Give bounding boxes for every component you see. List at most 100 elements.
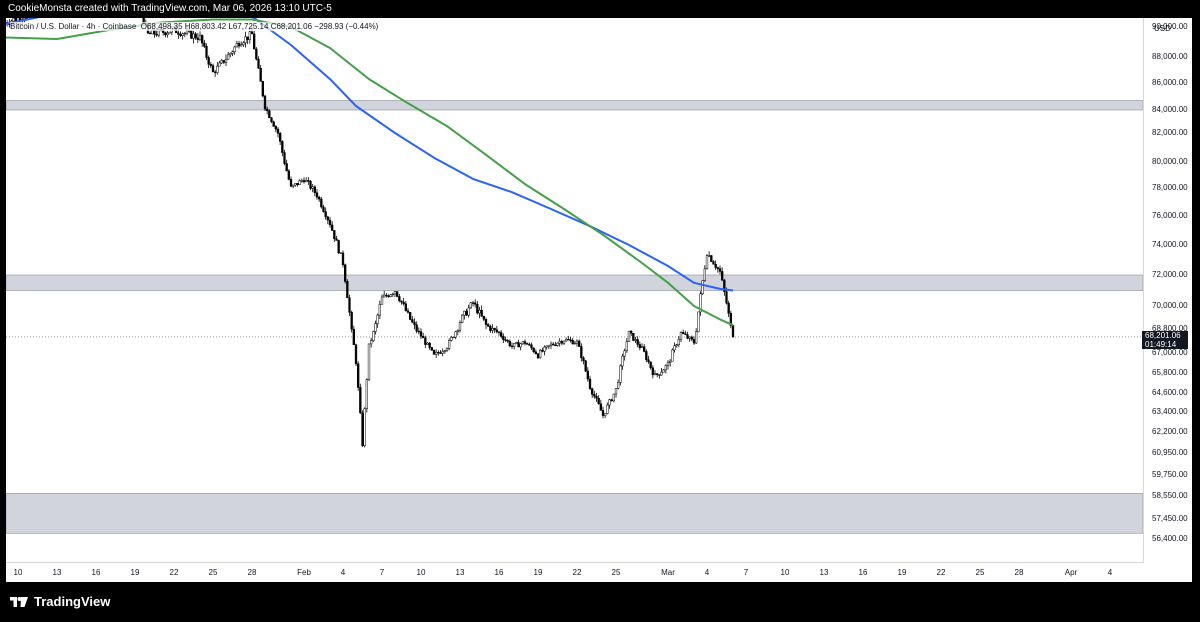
candle-body [653, 373, 657, 376]
candle-body [307, 180, 310, 182]
legend-close: C68,201.06 [270, 22, 313, 31]
candle-body [322, 206, 325, 212]
plot-area[interactable]: Bitcoin / U.S. Dollar · 4h · Coinbase O6… [6, 18, 1144, 563]
sr-zone-1 [6, 274, 1143, 291]
candle-body [606, 404, 609, 414]
candle [679, 331, 683, 343]
candle-body [268, 110, 271, 118]
candle-body [454, 331, 457, 338]
candle [643, 344, 646, 353]
candle-body [348, 297, 351, 313]
candle-body [643, 346, 646, 352]
candle-body [575, 340, 579, 344]
candle [662, 369, 665, 373]
candle-body [192, 33, 195, 39]
candle [493, 327, 496, 333]
candle [419, 328, 423, 339]
candle-body [339, 252, 342, 254]
candle-body [718, 268, 722, 272]
candle [400, 300, 403, 305]
candle [660, 368, 663, 376]
x-tick-label: 4 [340, 568, 346, 577]
candle [575, 339, 579, 347]
candle-body [413, 321, 416, 326]
candle [500, 330, 503, 339]
candle-body [224, 59, 228, 63]
candle-body [430, 347, 433, 351]
x-tick-label: 16 [91, 568, 101, 577]
legend-open: O68,498.35 [140, 22, 183, 31]
candle-body [547, 345, 550, 347]
candle-body [168, 31, 171, 34]
candle-body [456, 329, 459, 333]
candle [580, 343, 583, 362]
candle [729, 310, 732, 329]
candle [474, 299, 477, 308]
candle [701, 280, 704, 295]
candle [333, 230, 336, 242]
candle [617, 379, 620, 390]
candle-body [357, 363, 360, 388]
candle [324, 207, 327, 220]
candle-body [274, 126, 277, 130]
candle-body [389, 294, 392, 297]
candle-body [242, 42, 245, 45]
time-axis[interactable]: 10 13 16 19 22 25 28 Feb 4 7 10 13 16 19 22 25 Mar 4 7 10 13… [6, 563, 1144, 582]
candle-body [467, 307, 470, 316]
candle [378, 300, 381, 320]
candle [346, 279, 349, 299]
price-axis[interactable]: USD 90,000.00 88,000.00 86,000.00 84,000.00… [1144, 18, 1192, 563]
candle [242, 41, 245, 48]
candle-body [519, 343, 522, 348]
candle [361, 410, 364, 447]
last-price-value: 68,201.06 [1145, 330, 1181, 340]
candle-body [378, 304, 381, 316]
candle-body [177, 32, 180, 35]
legend-symbol: Bitcoin / U.S. Dollar [10, 22, 80, 31]
candle-body [203, 42, 206, 47]
candle-body [424, 337, 427, 345]
candle-body [729, 313, 732, 326]
tradingview-logo-icon [10, 597, 28, 607]
candle-body [419, 331, 423, 337]
candle-body [233, 46, 236, 53]
candle [556, 342, 559, 347]
y-tick-label: 76,000.00 [1152, 211, 1188, 220]
candle-body [532, 347, 535, 353]
candle-body [489, 325, 492, 331]
candle [253, 30, 256, 50]
candle-body [309, 181, 312, 189]
candle-body [432, 349, 436, 355]
price-chart[interactable] [6, 18, 1144, 563]
candle-body [398, 296, 401, 302]
candle-body [630, 330, 633, 334]
candle [727, 300, 730, 318]
candle-body [552, 343, 555, 346]
candle-body [376, 314, 379, 324]
candle [671, 348, 674, 362]
candle [623, 348, 626, 361]
candle-body [452, 336, 455, 339]
x-tick-label: 28 [247, 568, 257, 577]
candle-body [443, 350, 446, 352]
candle-body [315, 192, 319, 198]
candle-body [478, 309, 481, 314]
candle [298, 179, 301, 186]
candle-body [595, 396, 598, 399]
candle-body [333, 230, 336, 239]
candle-body [640, 346, 644, 348]
candle [710, 254, 713, 263]
candle-body [263, 95, 267, 110]
candle-body [437, 352, 440, 354]
candle-body [318, 196, 321, 200]
candle-body [287, 170, 290, 180]
candle-body [471, 302, 475, 304]
candle-body [185, 30, 189, 34]
candle-body [705, 255, 709, 270]
candle-body [426, 342, 429, 345]
candle [328, 216, 332, 228]
x-tick-label: 13 [455, 568, 465, 577]
candle-body [383, 294, 386, 298]
candle-body [649, 361, 652, 369]
y-tick-label: 84,000.00 [1152, 105, 1188, 114]
